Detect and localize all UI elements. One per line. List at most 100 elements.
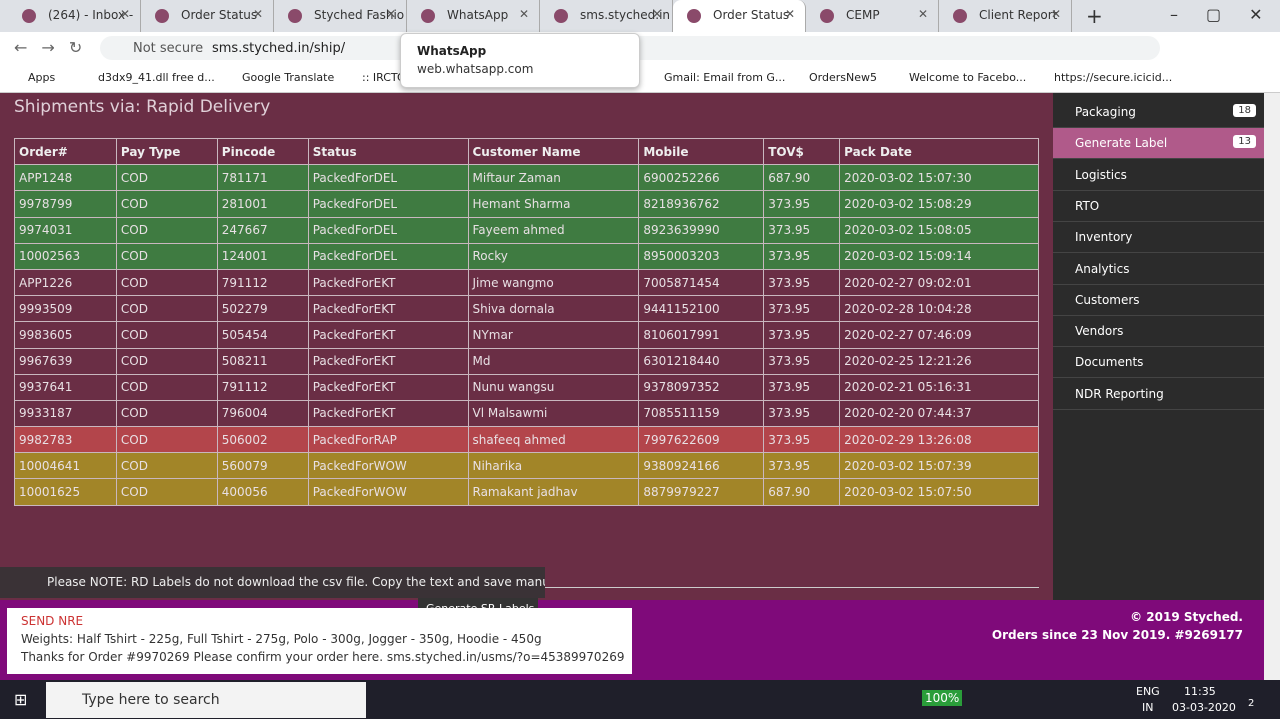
cell: COD <box>115 164 218 192</box>
sidebar-item[interactable]: RTO <box>1053 191 1264 222</box>
cell: COD <box>115 321 218 349</box>
tab-close[interactable]: ✕ <box>518 7 529 21</box>
tab-close[interactable]: ✕ <box>385 7 396 21</box>
popup-line: Weights: Half Tshirt - 225g, Full Tshirt… <box>21 632 542 646</box>
cell: 247667 <box>216 216 309 244</box>
cell: 373.95 <box>763 268 841 297</box>
table-row[interactable]: 9967639 COD 508211 PackedForEKT Md 6301218440… <box>14 347 1039 375</box>
cell: 373.95 <box>763 295 841 323</box>
bookmark[interactable]: https://secure.icicid... <box>1054 71 1173 84</box>
cell: 8923639990 <box>638 216 765 244</box>
cell: 8218936762 <box>638 190 765 218</box>
cell: PackedForRAP <box>307 426 469 454</box>
cell: COD <box>115 478 218 506</box>
tab-title: sms.styched.in <box>580 8 671 22</box>
battery: 100% <box>922 690 963 706</box>
table-row[interactable]: 9982783 COD 506002 PackedForRAP shafeeq ahme… <box>14 426 1039 454</box>
sidebar-item[interactable]: Packaging 18 <box>1053 97 1264 128</box>
sidebar-label: Packaging <box>1075 105 1136 119</box>
column-header: Customer Name <box>467 137 640 166</box>
table-row[interactable]: 10001625 COD 400056 PackedForWOW Ramakant ja… <box>14 478 1039 506</box>
cell: PackedForEKT <box>307 399 469 428</box>
sidebar-label: RTO <box>1075 198 1100 213</box>
new-tab[interactable]: + <box>1086 4 1103 28</box>
cell: 9441152100 <box>638 295 765 323</box>
bookmark[interactable]: Welcome to Facebo... <box>909 71 1027 84</box>
cell: PackedForEKT <box>307 295 469 323</box>
cell: 2020-03-02 15:08:29 <box>839 190 1039 218</box>
table-row[interactable]: 9974031 COD 247667 PackedForDEL Fayeem ahmed… <box>14 216 1039 244</box>
sidebar-item[interactable]: Customers <box>1053 285 1264 316</box>
bookmark[interactable]: Google Translate <box>242 71 335 84</box>
sidebar-item[interactable]: Analytics <box>1053 254 1264 285</box>
tab-close[interactable]: ✕ <box>651 7 662 21</box>
sidebar-item[interactable]: Logistics <box>1053 160 1264 191</box>
cell: 373.95 <box>763 452 841 480</box>
table-row[interactable]: 9978799 COD 281001 PackedForDEL Hemant Sharm… <box>14 190 1039 218</box>
cell: PackedForEKT <box>307 347 469 375</box>
cell: Shiva dornala <box>467 295 640 323</box>
table-row[interactable]: 9983605 COD 505454 PackedForEKT NYmar 8106017… <box>14 321 1039 349</box>
tab[interactable]: Client Report ✕ <box>939 0 1072 32</box>
region: IN <box>1142 701 1154 714</box>
tab[interactable]: sms.styched.in ✕ <box>540 0 673 32</box>
tab[interactable]: WhatsApp ✕ <box>407 0 540 32</box>
tab[interactable]: (264) - Inbox - ✕ <box>8 0 141 32</box>
table-row[interactable]: APP1226 COD 791112 PackedForEKT Jime wangmo 7… <box>14 268 1039 297</box>
sidebar-item[interactable]: Documents <box>1053 347 1264 379</box>
table-row[interactable]: 10002563 COD 124001 PackedForDEL Rocky 895000… <box>14 242 1039 270</box>
bookmark[interactable]: Gmail: Email from G... <box>664 71 786 84</box>
cell: COD <box>115 399 218 428</box>
start[interactable]: ⊞ <box>14 690 28 709</box>
scrollbar[interactable] <box>1264 93 1280 680</box>
table-row[interactable]: APP1248 COD 781171 PackedForDEL Miftaur Zama… <box>14 164 1039 192</box>
table-row[interactable]: 9937641 COD 791112 PackedForEKT Nunu wangsu 9… <box>14 373 1039 401</box>
tab[interactable]: Order Status ✕ <box>141 0 274 32</box>
cell: 6301218440 <box>638 347 765 375</box>
sidebar-item[interactable]: NDR Reporting <box>1053 379 1264 410</box>
sidebar-item[interactable]: Vendors <box>1053 316 1264 348</box>
notifications[interactable]: 2 <box>1248 698 1255 709</box>
cell: 2020-02-25 12:21:26 <box>839 347 1039 375</box>
cell: PackedForEKT <box>307 373 469 401</box>
bookmark[interactable]: d3dx9_41.dll free d... <box>98 71 215 84</box>
table-row[interactable]: 9993509 COD 502279 PackedForEKT Shiva dornal… <box>14 295 1039 323</box>
sidebar-item[interactable]: Generate Label 13 <box>1053 128 1264 160</box>
taskbar: ⊞ Type here to search 100% ENG IN 11:35 … <box>0 680 1280 719</box>
column-header: TOV$ <box>763 137 841 166</box>
cell: 7085511159 <box>638 399 765 428</box>
sidebar-label: Analytics <box>1075 261 1130 276</box>
tab-close[interactable]: ✕ <box>784 7 795 21</box>
cell: 9380924166 <box>638 452 765 480</box>
sidebar-item[interactable]: Inventory <box>1053 222 1264 254</box>
tab-strip: + –▢✕ (264) - Inbox - ✕ Order Status ✕ Stych… <box>0 0 1280 32</box>
tab-close[interactable]: ✕ <box>119 7 130 21</box>
bookmark[interactable]: OrdersNew5 <box>809 71 877 84</box>
bookmark[interactable]: :: IRCTC <box>362 71 405 84</box>
search-box[interactable]: Type here to search <box>46 682 366 718</box>
tab-close[interactable]: ✕ <box>252 7 263 21</box>
nav-buttons[interactable]: ←→↻ <box>14 38 97 57</box>
sidebar-label: Vendors <box>1075 324 1124 339</box>
cell: PackedForEKT <box>307 321 469 349</box>
tab-icon <box>288 9 302 23</box>
cell: COD <box>115 347 218 375</box>
window-controls[interactable]: –▢✕ <box>1170 5 1280 24</box>
tab-close[interactable]: ✕ <box>1050 7 1061 21</box>
cell: 9967639 <box>14 347 117 375</box>
tab[interactable]: Styched Fashio ✕ <box>274 0 407 32</box>
table-row[interactable]: 9933187 COD 796004 PackedForEKT Vl Malsawmi 7… <box>14 399 1039 428</box>
tab[interactable]: Order Status ✕ <box>673 0 806 32</box>
table-row[interactable]: 10004641 COD 560079 PackedForWOW Niharika 938… <box>14 452 1039 480</box>
tab-title: CEMP <box>846 8 880 22</box>
cell: Fayeem ahmed <box>467 216 640 244</box>
clock-date: 03-03-2020 <box>1172 701 1236 714</box>
cell: Hemant Sharma <box>467 190 640 218</box>
cell: 791112 <box>216 268 309 297</box>
bookmark[interactable]: Apps <box>28 71 56 84</box>
cell: APP1248 <box>14 164 117 192</box>
tab-close[interactable]: ✕ <box>917 7 928 21</box>
tab[interactable]: CEMP ✕ <box>806 0 939 32</box>
tab-icon <box>155 9 169 23</box>
